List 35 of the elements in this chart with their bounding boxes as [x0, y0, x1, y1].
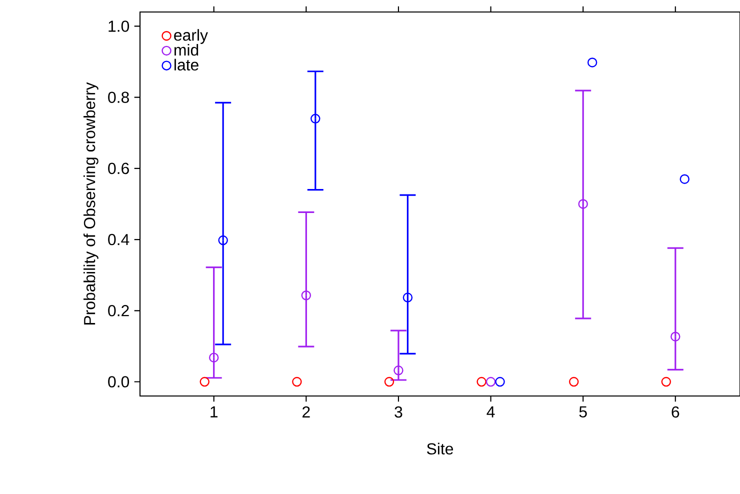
point — [200, 376, 210, 387]
y-tick-label: 0.0 — [108, 376, 130, 388]
x-tick-label: 5 — [579, 406, 587, 418]
point — [394, 366, 404, 376]
y-tick-label: 0.8 — [108, 92, 129, 103]
point — [680, 174, 690, 184]
point — [310, 114, 320, 124]
point — [292, 376, 302, 387]
point — [578, 199, 588, 209]
point — [402, 292, 413, 302]
x-tick-label: 1 — [210, 406, 218, 418]
point — [587, 58, 598, 68]
point — [661, 376, 672, 387]
point — [218, 235, 228, 246]
legend-label: mid — [174, 44, 198, 56]
point — [384, 376, 394, 387]
point — [670, 332, 680, 342]
point — [568, 376, 579, 387]
point — [476, 376, 486, 387]
legend-label: early — [174, 29, 208, 44]
y-tick-label: 0.6 — [108, 162, 129, 174]
x-axis-title: Site — [427, 442, 454, 454]
point — [208, 352, 219, 362]
point — [486, 376, 496, 387]
legend-label: late — [174, 58, 198, 70]
x-tick-label: 2 — [302, 406, 310, 418]
x-tick-label: 6 — [672, 406, 680, 418]
y-axis-title: Probability of Observing crowberry — [84, 82, 98, 324]
y-tick-label: 1.0 — [108, 20, 130, 32]
y-tick-label: 0.2 — [108, 305, 129, 316]
point — [495, 376, 505, 387]
x-tick-label: 4 — [486, 406, 495, 418]
point — [301, 290, 312, 300]
x-tick-label: 3 — [394, 406, 402, 418]
y-tick-label: 0.4 — [108, 234, 130, 246]
